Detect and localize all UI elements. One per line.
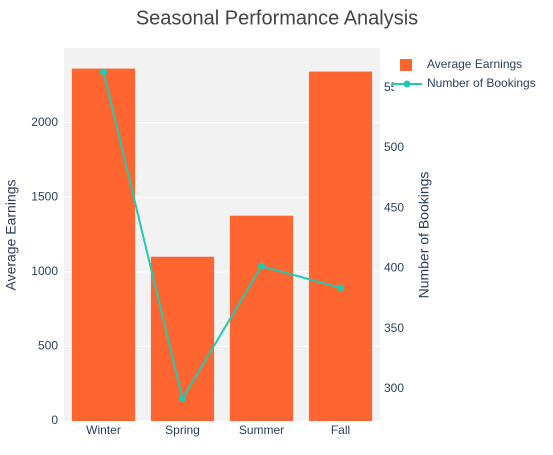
y2-tick-label: 400 bbox=[384, 261, 404, 275]
y-tick-label: 500 bbox=[38, 339, 58, 353]
legend-label: Number of Bookings bbox=[427, 76, 536, 90]
y-tick-label: 0 bbox=[51, 413, 58, 427]
x-tick-label: Spring bbox=[165, 423, 200, 437]
x-tick-label: Winter bbox=[86, 423, 121, 437]
point bbox=[100, 68, 107, 76]
y2-tick-label: 500 bbox=[384, 140, 404, 154]
y2-tick-label: 300 bbox=[384, 381, 404, 395]
y-tick-label: 2000 bbox=[31, 115, 58, 129]
legend-background bbox=[394, 52, 553, 98]
y2-axis-title: Number of Bookings bbox=[416, 172, 432, 299]
y2-tick-label: 450 bbox=[384, 200, 404, 214]
y-tick-label: 1500 bbox=[31, 189, 58, 203]
y2-tick-label: 350 bbox=[384, 321, 404, 335]
point bbox=[258, 262, 265, 270]
bar bbox=[229, 215, 294, 421]
bar bbox=[308, 71, 373, 421]
legend: Average Earnings Number of Bookings bbox=[392, 52, 553, 98]
y-axis-title: Average Earnings bbox=[3, 179, 19, 290]
bar bbox=[71, 68, 136, 421]
bar bbox=[150, 256, 215, 421]
point bbox=[179, 395, 186, 403]
chart-title: Seasonal Performance Analysis bbox=[136, 7, 418, 29]
x-tick-label: Summer bbox=[239, 423, 284, 437]
legend-swatch bbox=[400, 59, 412, 71]
legend-swatch bbox=[403, 80, 411, 88]
y-tick-label: 1000 bbox=[31, 264, 58, 278]
legend-label: Average Earnings bbox=[427, 57, 522, 71]
x-tick-label: Fall bbox=[331, 423, 350, 437]
point bbox=[337, 284, 344, 292]
line bbox=[102, 71, 341, 402]
